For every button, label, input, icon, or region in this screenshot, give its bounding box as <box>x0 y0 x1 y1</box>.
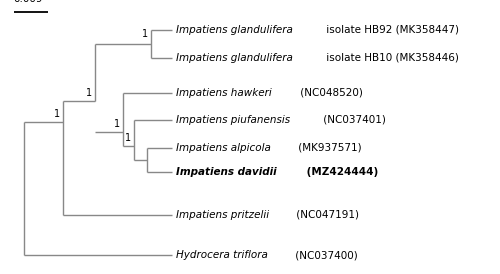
Text: (NC037401): (NC037401) <box>320 115 386 125</box>
Text: 1: 1 <box>125 133 131 142</box>
Text: isolate HB10 (MK358446): isolate HB10 (MK358446) <box>324 53 459 63</box>
Text: Impatiens glandulifera: Impatiens glandulifera <box>176 53 292 63</box>
Text: 1: 1 <box>142 29 148 39</box>
Text: isolate HB92 (MK358447): isolate HB92 (MK358447) <box>324 25 460 35</box>
Text: 1: 1 <box>54 109 60 119</box>
Text: (MK937571): (MK937571) <box>296 143 362 153</box>
Text: Impatiens pritzelii: Impatiens pritzelii <box>176 210 268 220</box>
Text: (NC047191): (NC047191) <box>294 210 360 220</box>
Text: (MZ424444): (MZ424444) <box>303 167 378 177</box>
Text: Impatiens alpicola: Impatiens alpicola <box>176 143 270 153</box>
Text: 1: 1 <box>114 119 119 129</box>
Text: 1: 1 <box>86 87 91 98</box>
Text: Impatiens davidii: Impatiens davidii <box>176 167 276 177</box>
Text: (NC037400): (NC037400) <box>292 250 358 260</box>
Text: Hydrocera triflora: Hydrocera triflora <box>176 250 268 260</box>
Text: Impatiens glandulifera: Impatiens glandulifera <box>176 25 292 35</box>
Text: Impatiens piufanensis: Impatiens piufanensis <box>176 115 290 125</box>
Text: 0.009: 0.009 <box>14 0 44 4</box>
Text: Impatiens hawkeri: Impatiens hawkeri <box>176 88 272 98</box>
Text: (NC048520): (NC048520) <box>296 88 362 98</box>
